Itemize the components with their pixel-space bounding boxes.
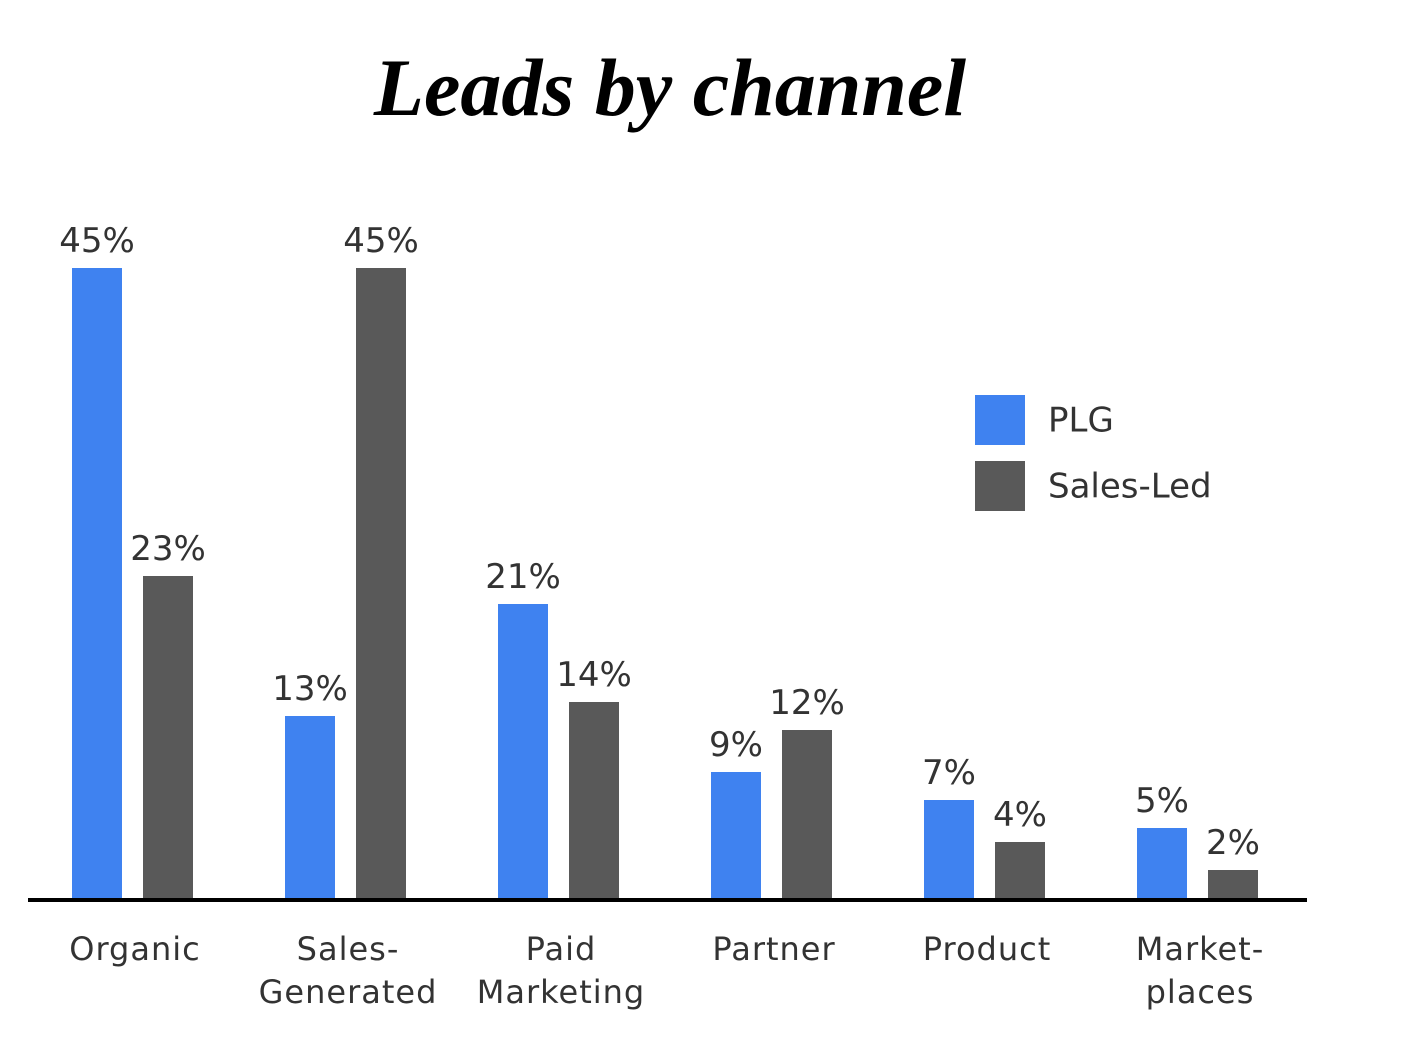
legend-label: PLG [1048,401,1114,441]
legend-swatch [975,461,1025,511]
x-tick-label: Sales- Generated [258,930,438,1011]
chart-title: Leads by channel [373,42,966,133]
bar [498,604,548,898]
value-label: 12% [769,683,845,723]
x-tick-label: Organic [69,930,201,968]
legend-label: Sales-Led [1048,467,1212,507]
value-label: 5% [1135,781,1189,821]
bar [924,800,974,898]
bar [711,772,761,898]
bar [72,268,122,898]
value-label: 13% [272,669,348,709]
x-tick-label: Paid Marketing [476,930,646,1011]
legend-swatch [975,395,1025,445]
value-label: 4% [993,795,1047,835]
value-label: 21% [485,557,561,597]
x-tick-label: Product [922,930,1052,968]
value-label: 9% [709,725,763,765]
x-tick-label: Partner [712,930,836,968]
value-label: 2% [1206,823,1260,863]
value-label: 23% [130,529,206,569]
x-tick-label: Market- places [1135,930,1265,1011]
value-label: 45% [343,221,419,261]
value-label: 14% [556,655,632,695]
bar [995,842,1045,898]
value-label: 45% [59,221,135,261]
bar [1137,828,1187,898]
bar [782,730,832,898]
bar [143,576,193,898]
bar [569,702,619,898]
value-label: 7% [922,753,976,793]
bar [1208,870,1258,898]
bar [356,268,406,898]
bar [285,716,335,898]
